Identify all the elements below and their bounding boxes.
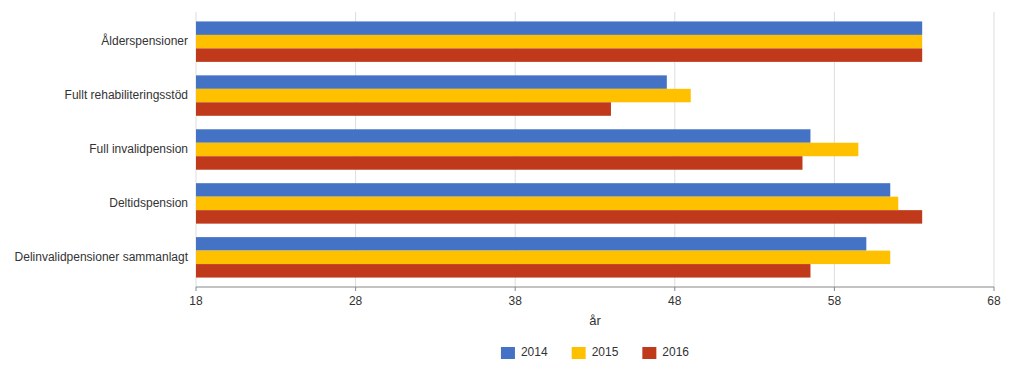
tick-label: 48 (668, 294, 682, 308)
legend-swatch (642, 347, 656, 359)
bar (196, 89, 691, 102)
tick-label: 28 (349, 294, 363, 308)
tick (674, 287, 675, 291)
legend-swatch (572, 347, 586, 359)
chart-container: 18 28 38 48 58 68 år Delinvalidpensioner samman… (0, 0, 1024, 369)
bar (196, 183, 890, 196)
bar (196, 75, 667, 88)
bar (196, 48, 922, 61)
tick-label: 18 (189, 294, 203, 308)
tick (355, 287, 356, 291)
bar (196, 35, 922, 48)
tick-label: 68 (987, 294, 1001, 308)
grid (196, 12, 994, 287)
axis-label: år (589, 313, 601, 328)
bar (196, 129, 810, 142)
legend-label: 2015 (592, 345, 619, 359)
bar (196, 21, 922, 34)
tick-label: Deltidspension (109, 196, 188, 210)
tick-label: Ålderspensioner (101, 33, 188, 48)
tick-label: Full invalidpension (89, 142, 188, 156)
axis-line (196, 287, 994, 288)
tick-label: 58 (828, 294, 842, 308)
legend: 2014 2015 2016 (501, 345, 689, 359)
tick-label: Fullt rehabiliteringsstöd (65, 88, 188, 102)
bar (196, 264, 810, 277)
bar (196, 102, 611, 115)
bar (196, 197, 898, 210)
x-axis: 18 28 38 48 58 68 (189, 287, 1001, 308)
tick (196, 287, 197, 291)
legend-item: 2016 (642, 345, 689, 359)
tick (515, 287, 516, 291)
grid-line (994, 12, 995, 287)
bars (196, 21, 922, 277)
tick (834, 287, 835, 291)
tick (994, 287, 995, 291)
bar (196, 237, 866, 250)
legend-swatch (501, 347, 515, 359)
bar (196, 251, 890, 264)
bar (196, 143, 858, 156)
legend-item: 2014 (501, 345, 548, 359)
legend-label: 2016 (662, 345, 689, 359)
tick-label: 38 (509, 294, 523, 308)
y-axis: Delinvalidpensioner sammanlagt Deltidspen… (15, 33, 189, 264)
legend-item: 2015 (572, 345, 619, 359)
page: {"chart_data": {"type": "bar", "orientat… (0, 0, 1024, 369)
bar (196, 156, 802, 169)
tick-label: Delinvalidpensioner sammanlagt (15, 250, 189, 264)
legend-label: 2014 (521, 345, 548, 359)
chart: 18 28 38 48 58 68 år Delinvalidpensioner samman… (0, 0, 1024, 369)
bar (196, 210, 922, 223)
